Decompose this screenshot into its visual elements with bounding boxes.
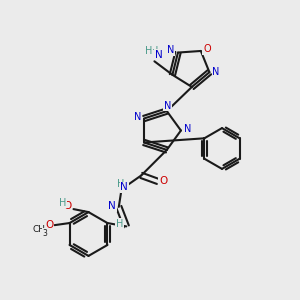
Text: N: N bbox=[212, 67, 220, 77]
Text: H: H bbox=[145, 46, 152, 56]
Text: CH: CH bbox=[32, 225, 45, 234]
Text: O: O bbox=[63, 201, 72, 211]
Text: O: O bbox=[159, 176, 167, 186]
Text: N: N bbox=[167, 45, 174, 55]
Text: N: N bbox=[184, 124, 191, 134]
Text: N: N bbox=[164, 101, 171, 111]
Text: H: H bbox=[116, 219, 123, 229]
Text: 3: 3 bbox=[42, 229, 47, 238]
Text: N: N bbox=[134, 112, 141, 122]
Text: H: H bbox=[151, 46, 159, 56]
Text: O: O bbox=[45, 220, 53, 230]
Text: N: N bbox=[155, 50, 163, 60]
Text: O: O bbox=[203, 44, 211, 55]
Text: N: N bbox=[120, 182, 128, 192]
Text: H: H bbox=[117, 179, 124, 189]
Text: H: H bbox=[59, 197, 66, 208]
Text: N: N bbox=[108, 201, 116, 211]
